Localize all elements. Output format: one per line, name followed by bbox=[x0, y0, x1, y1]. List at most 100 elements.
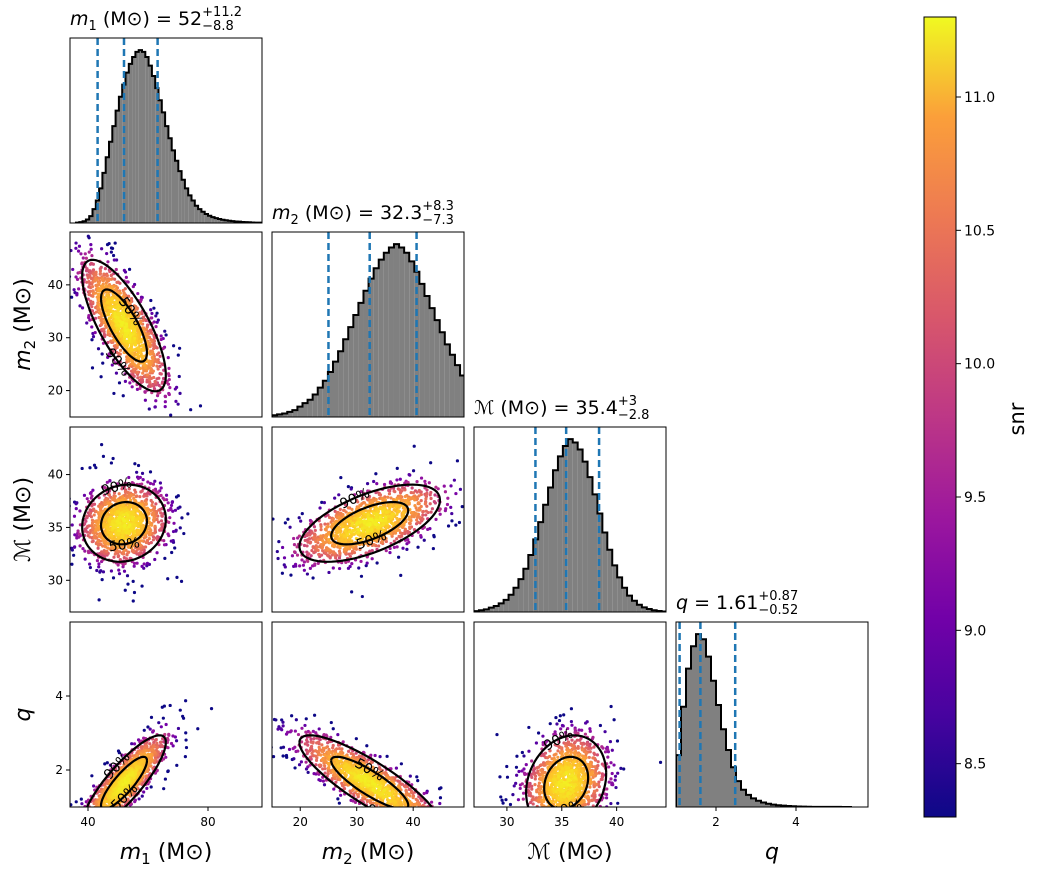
scatter-point bbox=[316, 538, 321, 542]
scatter-point bbox=[338, 545, 342, 549]
scatter-point bbox=[150, 513, 155, 517]
scatter-point bbox=[78, 837, 81, 840]
scatter-point bbox=[72, 514, 77, 518]
scatter-point bbox=[124, 536, 128, 540]
scatter-point bbox=[95, 527, 99, 531]
scatter-point bbox=[168, 423, 171, 426]
scatter-point bbox=[140, 584, 144, 588]
ylabel-unit: (M⊙) bbox=[11, 278, 36, 340]
scatter-point bbox=[149, 785, 153, 789]
scatter-point bbox=[104, 325, 108, 329]
scatter-point bbox=[164, 493, 169, 497]
scatter-point bbox=[112, 491, 117, 495]
scatter-point bbox=[331, 517, 335, 521]
scatter-point bbox=[69, 855, 72, 858]
histogram-bar bbox=[503, 599, 509, 612]
scatter-point bbox=[372, 511, 376, 515]
scatter-point bbox=[63, 282, 66, 285]
scatter-point bbox=[102, 816, 105, 819]
scatter-point bbox=[78, 829, 81, 832]
scatter-point bbox=[150, 500, 154, 504]
scatter-point bbox=[381, 535, 385, 540]
scatter-point bbox=[70, 546, 74, 550]
scatter-point bbox=[317, 552, 321, 557]
scatter-point bbox=[313, 562, 317, 566]
scatter-point bbox=[116, 354, 120, 358]
scatter-point bbox=[64, 268, 67, 271]
scatter-point bbox=[83, 252, 87, 256]
scatter-point bbox=[124, 531, 128, 535]
scatter-point bbox=[107, 493, 111, 497]
scatter-point bbox=[74, 507, 78, 511]
scatter-point bbox=[127, 510, 131, 515]
scatter-point bbox=[184, 738, 188, 742]
scatter-point bbox=[401, 486, 405, 490]
scatter-point bbox=[432, 533, 436, 538]
scatter-point bbox=[88, 466, 92, 470]
scatter-point bbox=[129, 498, 133, 502]
scatter-point bbox=[90, 830, 93, 833]
scatter-point bbox=[129, 348, 134, 352]
scatter-point bbox=[161, 376, 166, 381]
scatter-point bbox=[114, 258, 119, 262]
scatter-point bbox=[121, 549, 126, 554]
scatter-point bbox=[389, 496, 393, 500]
scatter-point bbox=[428, 502, 432, 506]
scatter-point bbox=[359, 559, 363, 564]
scatter-point bbox=[428, 493, 432, 497]
scatter-point bbox=[337, 515, 341, 519]
scatter-point bbox=[148, 352, 152, 356]
histogram-bar bbox=[175, 160, 179, 223]
scatter-point bbox=[186, 512, 190, 516]
scatter-point bbox=[311, 546, 315, 550]
title-subscript: 1 bbox=[89, 19, 97, 34]
scatter-point bbox=[126, 582, 130, 586]
scatter-point bbox=[158, 481, 163, 485]
scatter-point bbox=[375, 525, 379, 530]
histogram-bar bbox=[567, 439, 573, 612]
scatter-point bbox=[106, 290, 110, 294]
scatter-point bbox=[425, 504, 429, 508]
scatter-point bbox=[443, 490, 448, 494]
scatter-point bbox=[417, 488, 421, 493]
scatter-point bbox=[150, 531, 154, 536]
scatter-point bbox=[96, 832, 99, 835]
histogram-bar bbox=[184, 188, 189, 223]
scatter-point bbox=[65, 827, 68, 830]
scatter-point bbox=[344, 510, 348, 514]
scatter-point bbox=[140, 354, 144, 358]
scatter-point bbox=[152, 306, 156, 310]
scatter-point bbox=[133, 462, 137, 466]
scatter-point bbox=[295, 553, 300, 557]
scatter-point bbox=[93, 523, 97, 528]
scatter-point bbox=[354, 522, 359, 526]
scatter-point bbox=[106, 811, 109, 814]
title-plus: +11.2 bbox=[202, 5, 242, 20]
scatter-point bbox=[154, 536, 158, 540]
scatter-point bbox=[91, 335, 96, 339]
scatter-point bbox=[313, 528, 317, 533]
scatter-point bbox=[117, 327, 121, 331]
scatter-point bbox=[121, 394, 125, 398]
scatter-point bbox=[106, 530, 110, 534]
scatter-point bbox=[154, 510, 158, 514]
scatter-point bbox=[321, 549, 325, 553]
scatter-point bbox=[116, 307, 120, 311]
scatter-point bbox=[280, 545, 285, 550]
scatter-point bbox=[125, 357, 130, 361]
scatter-point bbox=[423, 479, 427, 483]
scatter-point bbox=[427, 481, 431, 485]
histogram-bar bbox=[378, 259, 384, 417]
scatter-point bbox=[374, 518, 378, 522]
title-minus: −7.3 bbox=[422, 213, 454, 228]
scatter-point bbox=[114, 523, 119, 528]
scatter-point bbox=[104, 284, 108, 288]
histogram-bar bbox=[312, 394, 318, 417]
scatter-point bbox=[72, 837, 75, 840]
scatter-point bbox=[100, 285, 104, 289]
scatter-point bbox=[156, 367, 160, 371]
histogram-bar bbox=[171, 150, 175, 223]
scatter-point bbox=[130, 324, 134, 329]
scatter-point bbox=[153, 405, 157, 409]
scatter-point bbox=[170, 550, 174, 555]
